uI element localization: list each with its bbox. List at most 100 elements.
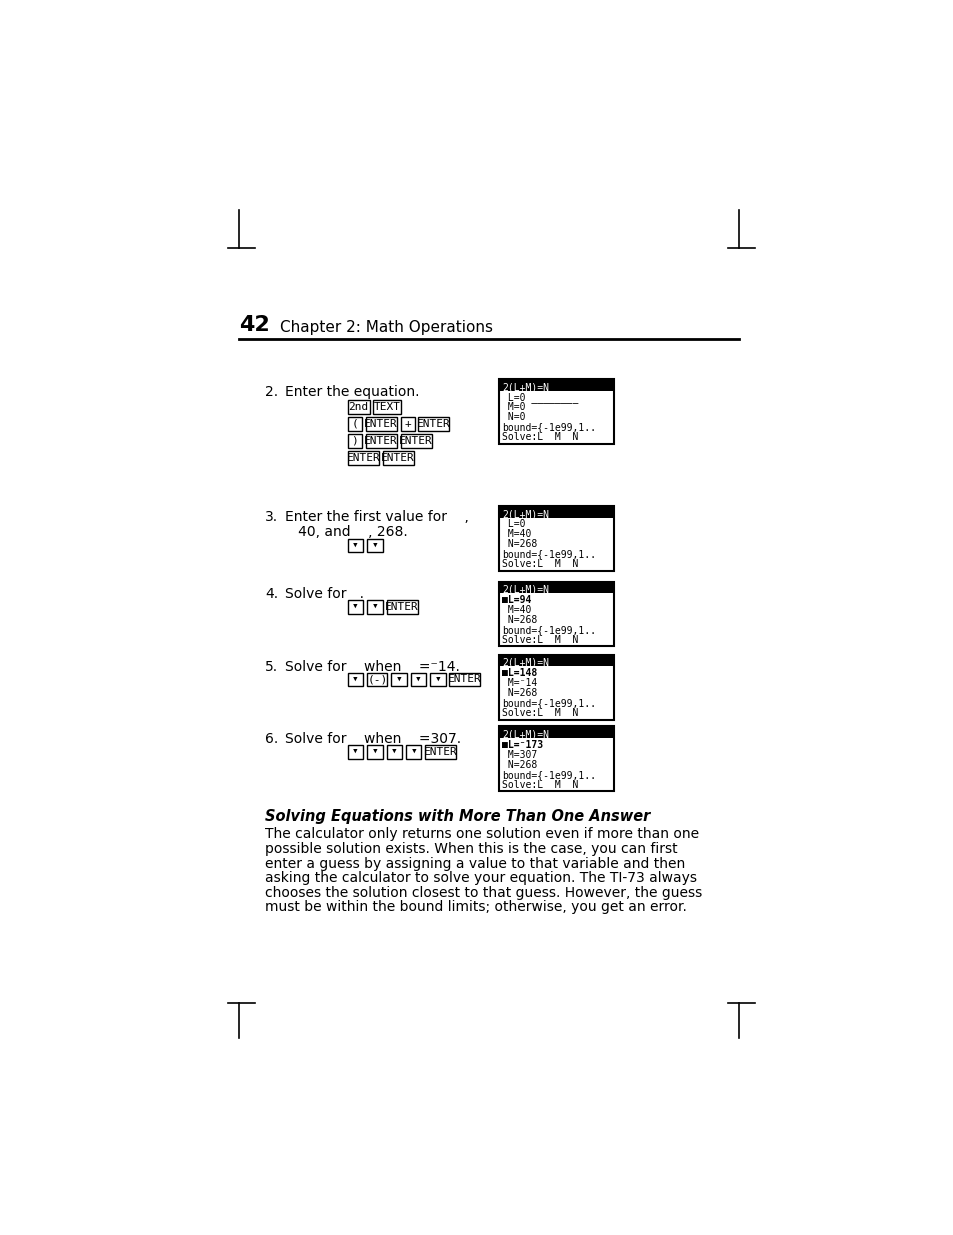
FancyBboxPatch shape — [391, 673, 406, 687]
Text: bound={-1e99,1..: bound={-1e99,1.. — [501, 422, 596, 432]
Bar — [498, 582, 613, 593]
Text: Solving Equations with More Than One Answer: Solving Equations with More Than One Ans… — [265, 809, 650, 824]
FancyBboxPatch shape — [348, 673, 363, 687]
Text: TEXT: TEXT — [374, 401, 400, 412]
Text: must be within the bound limits; otherwise, you get an error.: must be within the bound limits; otherwi… — [265, 900, 686, 914]
Text: Solve for    when    =307.: Solve for when =307. — [285, 732, 460, 746]
Text: bound={-1e99,1..: bound={-1e99,1.. — [501, 769, 596, 779]
FancyBboxPatch shape — [400, 417, 415, 431]
Text: +: + — [404, 419, 411, 429]
Text: N=268: N=268 — [501, 688, 537, 698]
FancyBboxPatch shape — [367, 538, 382, 552]
Bar — [498, 379, 613, 443]
Text: (-): (-) — [367, 674, 387, 684]
Text: ▾: ▾ — [434, 674, 440, 684]
Text: bound={-1e99,1..: bound={-1e99,1.. — [501, 625, 596, 635]
Text: 6.: 6. — [265, 732, 278, 746]
Text: Enter the equation.: Enter the equation. — [285, 385, 419, 399]
Text: ▾: ▾ — [352, 603, 358, 613]
Text: L=0: L=0 — [501, 520, 525, 530]
Text: ■L=148: ■L=148 — [501, 668, 537, 678]
Text: asking the calculator to solve your equation. The TI-73 always: asking the calculator to solve your equa… — [265, 871, 697, 885]
Text: N=268: N=268 — [501, 760, 537, 769]
Text: ENTER: ENTER — [346, 453, 380, 463]
FancyBboxPatch shape — [348, 600, 363, 614]
Text: Solve:L  M  N: Solve:L M N — [501, 708, 578, 718]
Bar — [498, 655, 613, 667]
Text: Solve:L  M  N: Solve:L M N — [501, 779, 578, 789]
FancyBboxPatch shape — [400, 433, 431, 448]
Text: 2(L+M)=N: 2(L+M)=N — [501, 585, 549, 595]
Text: ▾: ▾ — [372, 603, 378, 613]
Bar — [498, 506, 613, 517]
Text: ENTER: ENTER — [398, 436, 433, 446]
Text: 5.: 5. — [265, 661, 277, 674]
FancyBboxPatch shape — [425, 745, 456, 758]
FancyBboxPatch shape — [365, 433, 396, 448]
Text: possible solution exists. When this is the case, you can first: possible solution exists. When this is t… — [265, 842, 677, 856]
Text: ▾: ▾ — [352, 747, 358, 757]
FancyBboxPatch shape — [348, 451, 378, 464]
Text: ENTER: ENTER — [416, 419, 451, 429]
Text: ENTER: ENTER — [381, 453, 415, 463]
Text: ▾: ▾ — [372, 747, 378, 757]
FancyBboxPatch shape — [406, 745, 421, 758]
Text: ■L=⁻173: ■L=⁻173 — [501, 740, 542, 750]
Text: ▾: ▾ — [415, 674, 421, 684]
Text: chooses the solution closest to that guess. However, the guess: chooses the solution closest to that gue… — [265, 885, 701, 900]
Text: enter a guess by assigning a value to that variable and then: enter a guess by assigning a value to th… — [265, 857, 684, 871]
Text: ▾: ▾ — [372, 541, 378, 551]
FancyBboxPatch shape — [367, 673, 387, 687]
Text: 40, and    , 268.: 40, and , 268. — [285, 525, 408, 538]
Text: ENTER: ENTER — [385, 603, 418, 613]
FancyBboxPatch shape — [367, 745, 382, 758]
FancyBboxPatch shape — [365, 417, 396, 431]
Text: Solve:L  M  N: Solve:L M N — [501, 432, 578, 442]
Text: ▾: ▾ — [395, 674, 402, 684]
Text: 2.: 2. — [265, 385, 277, 399]
Text: M=40: M=40 — [501, 605, 531, 615]
Bar — [498, 582, 613, 646]
Bar — [498, 379, 613, 390]
Text: (: ( — [351, 419, 357, 429]
Text: Chapter 2: Math Operations: Chapter 2: Math Operations — [279, 320, 492, 335]
Text: ▾: ▾ — [391, 747, 397, 757]
Text: Solve for    when    =⁻14.: Solve for when =⁻14. — [285, 661, 459, 674]
Text: N=268: N=268 — [501, 615, 537, 625]
Text: bound={-1e99,1..: bound={-1e99,1.. — [501, 698, 596, 708]
Text: ENTER: ENTER — [364, 436, 397, 446]
FancyBboxPatch shape — [348, 400, 369, 414]
Text: ▾: ▾ — [352, 674, 358, 684]
Text: Solve:L  M  N: Solve:L M N — [501, 635, 578, 645]
FancyBboxPatch shape — [449, 673, 480, 687]
Text: N=268: N=268 — [501, 540, 537, 550]
FancyBboxPatch shape — [410, 673, 426, 687]
FancyBboxPatch shape — [367, 600, 382, 614]
FancyBboxPatch shape — [418, 417, 449, 431]
Bar — [498, 506, 613, 571]
FancyBboxPatch shape — [386, 600, 417, 614]
FancyBboxPatch shape — [348, 538, 363, 552]
Text: ENTER: ENTER — [448, 674, 481, 684]
Text: ■L=94: ■L=94 — [501, 595, 531, 605]
Text: Solve:L  M  N: Solve:L M N — [501, 559, 578, 569]
FancyBboxPatch shape — [373, 400, 401, 414]
Bar — [498, 655, 613, 720]
Bar — [498, 726, 613, 792]
Text: Solve for   .: Solve for . — [285, 587, 364, 601]
FancyBboxPatch shape — [386, 745, 402, 758]
Text: 3.: 3. — [265, 510, 277, 524]
Text: L=0 ________: L=0 ________ — [501, 391, 578, 403]
Text: 42: 42 — [239, 315, 270, 335]
Text: The calculator only returns one solution even if more than one: The calculator only returns one solution… — [265, 827, 699, 841]
Text: ENTER: ENTER — [364, 419, 397, 429]
Text: M=40: M=40 — [501, 530, 531, 540]
Text: 2(L+M)=N: 2(L+M)=N — [501, 383, 549, 393]
Text: N=0: N=0 — [501, 412, 525, 422]
FancyBboxPatch shape — [348, 433, 361, 448]
Text: 2nd: 2nd — [348, 401, 369, 412]
Text: 2(L+M)=N: 2(L+M)=N — [501, 658, 549, 668]
Text: ▾: ▾ — [352, 541, 358, 551]
FancyBboxPatch shape — [382, 451, 414, 464]
Text: ▾: ▾ — [410, 747, 416, 757]
